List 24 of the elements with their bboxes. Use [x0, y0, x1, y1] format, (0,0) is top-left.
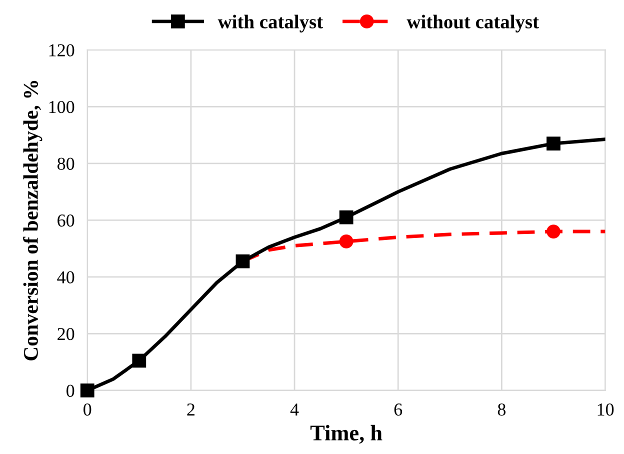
y-tick-label: 0: [66, 384, 74, 397]
point: [339, 234, 354, 248]
y-axis-title: Conversion of benzaldehyde, %: [23, 80, 42, 360]
y-tick-label: 80: [57, 158, 74, 170]
x-tick-label: 4: [290, 404, 299, 416]
x-tick-label: 0: [84, 403, 92, 416]
x-axis-title: Time, h: [310, 424, 382, 444]
y-tick-label: 40: [57, 271, 74, 284]
y-tick-label: 120: [49, 44, 74, 56]
point: [80, 383, 94, 398]
point: [132, 354, 146, 368]
legend-label: with catalyst: [218, 14, 324, 32]
x-tick-label: 6: [394, 404, 402, 416]
y-tick-label: 20: [58, 328, 74, 340]
point: [546, 136, 560, 151]
x-tick-label: 8: [498, 403, 506, 416]
point: [236, 254, 250, 268]
y-tick-label: 100: [49, 100, 74, 114]
point: [546, 224, 560, 238]
legend-label: without catalyst: [406, 14, 539, 32]
point: [339, 210, 354, 224]
x-tick-label: 2: [187, 404, 194, 416]
y-tick-label: 60: [58, 214, 74, 227]
x-tick-label: 10: [598, 403, 614, 416]
